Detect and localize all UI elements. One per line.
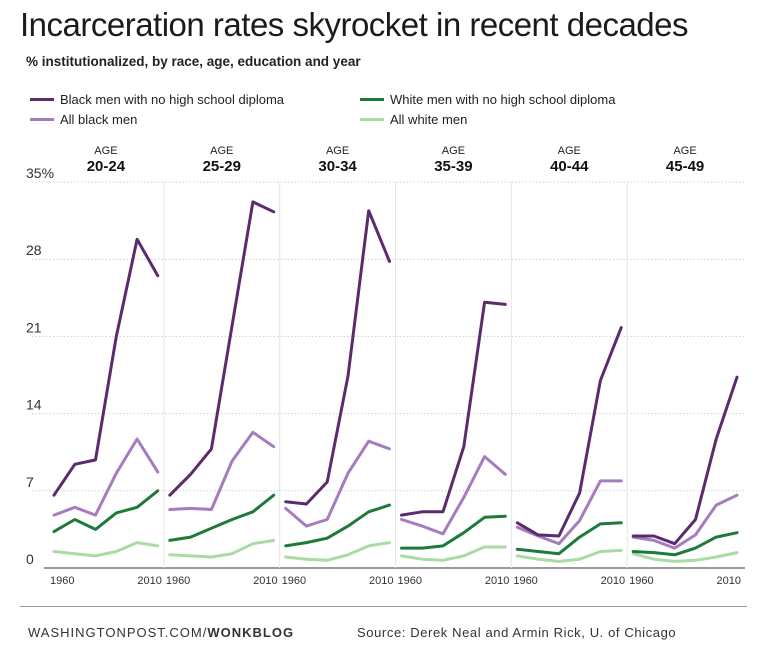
- series-line: [631, 551, 739, 563]
- panel-age-range: 45-49: [666, 158, 704, 175]
- legend-item-white-no-diploma: White men with no high school diploma: [360, 92, 615, 107]
- x-tick-label: 2010: [253, 575, 277, 587]
- x-tick-label: 1960: [50, 575, 74, 587]
- x-tick-label: 2010: [485, 575, 509, 587]
- legend-item-black-no-diploma: Black men with no high school diploma: [30, 92, 284, 107]
- series-line: [400, 300, 507, 517]
- credit-brand: WONKBLOG: [207, 625, 295, 640]
- series-line: [284, 439, 391, 528]
- x-tick-label: 2010: [601, 575, 625, 587]
- footer-divider: [20, 606, 747, 607]
- panel-age-label: AGE: [558, 145, 581, 157]
- series-line: [52, 237, 160, 497]
- y-tick-label: 7: [26, 474, 34, 490]
- x-tick-label: 1960: [282, 575, 306, 587]
- series-line: [168, 493, 276, 542]
- panel-age-range: 40-44: [550, 158, 589, 175]
- chart-subtitle: % institutionalized, by race, age, educa…: [26, 54, 361, 69]
- chart-title: Incarceration rates skyrocket in recent …: [20, 6, 689, 43]
- x-tick-label: 1960: [398, 575, 422, 587]
- legend-swatch: [360, 118, 384, 121]
- panel-age-range: 25-29: [203, 158, 241, 175]
- y-tick-label: 14: [26, 397, 42, 413]
- legend-swatch: [30, 98, 54, 101]
- panel-age-range: 30-34: [318, 158, 357, 175]
- panel-age-range: 35-39: [434, 158, 472, 175]
- series-line: [515, 326, 623, 538]
- x-tick-label: 2010: [137, 575, 161, 587]
- y-tick-label: 35%: [26, 165, 54, 181]
- source-note: Source: Derek Neal and Armin Rick, U. of…: [357, 625, 677, 640]
- series-line: [515, 548, 623, 563]
- panel-age-label: AGE: [326, 145, 349, 157]
- panel-age-label: AGE: [94, 145, 117, 157]
- series-line: [52, 541, 160, 558]
- legend-swatch: [360, 98, 384, 101]
- y-tick-label: 0: [26, 551, 34, 567]
- panel-age-range: 20-24: [87, 158, 126, 175]
- credit-prefix: WASHINGTONPOST.COM/: [28, 625, 208, 640]
- panel-age-label: AGE: [442, 145, 465, 157]
- series-line: [168, 430, 276, 511]
- legend-item-all-black-men: All black men: [30, 112, 137, 127]
- x-tick-label: 2010: [369, 575, 393, 587]
- series-line: [631, 375, 739, 546]
- x-tick-label: 1960: [629, 575, 653, 587]
- series-line: [400, 545, 507, 562]
- series-line: [52, 437, 160, 517]
- x-tick-label: 1960: [166, 575, 190, 587]
- x-tick-label: 1960: [513, 575, 537, 587]
- series-line: [400, 514, 507, 550]
- series-line: [284, 541, 391, 562]
- series-line: [631, 531, 739, 557]
- series-line: [168, 200, 276, 497]
- series-line: [52, 489, 160, 534]
- legend-label: Black men with no high school diploma: [60, 92, 285, 107]
- legend-item-all-white-men: All white men: [360, 112, 467, 127]
- x-tick-label: 2010: [717, 575, 741, 587]
- panel-age-label: AGE: [673, 145, 696, 157]
- series-line: [168, 538, 276, 559]
- y-tick-label: 28: [26, 242, 42, 258]
- legend-label: White men with no high school diploma: [390, 92, 616, 107]
- legend-label: All white men: [390, 112, 468, 127]
- y-tick-label: 21: [26, 319, 42, 335]
- series-line: [284, 209, 391, 506]
- credit-line: WASHINGTONPOST.COM/WONKBLOG: [28, 625, 294, 640]
- series-line: [284, 503, 391, 548]
- series-line: [631, 493, 739, 550]
- series-line: [515, 521, 623, 556]
- legend-label: All black men: [60, 112, 138, 127]
- legend-swatch: [30, 118, 54, 121]
- series-line: [400, 455, 507, 536]
- panel-age-label: AGE: [210, 145, 233, 157]
